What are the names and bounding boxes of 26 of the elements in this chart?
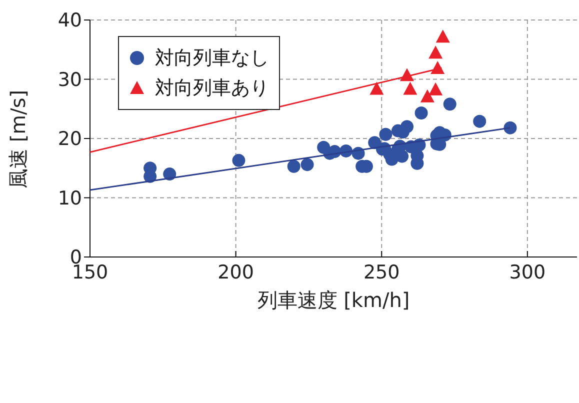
point [504, 121, 517, 134]
point [473, 114, 486, 128]
y-tick-label: 40 [58, 10, 82, 32]
point [420, 89, 434, 102]
point [414, 106, 428, 120]
point [287, 160, 300, 173]
y-tick-label: 10 [58, 187, 82, 210]
point [300, 158, 314, 172]
point [370, 82, 384, 95]
x-axis-title: 列車速度 [km/h] [257, 288, 410, 312]
x-tick-label: 300 [509, 261, 546, 284]
x-tick-label: 250 [363, 261, 400, 284]
y-axis-title: 風速 [m/s] [6, 90, 30, 188]
legend-label: 対向列車なし [155, 46, 269, 71]
x-tick-label: 200 [218, 261, 254, 284]
point [428, 46, 443, 59]
legend-label: 対向列車あり [155, 76, 269, 101]
point [403, 82, 418, 95]
point [428, 82, 443, 96]
y-tick-label: 20 [58, 128, 82, 150]
point [400, 120, 414, 134]
point [436, 30, 450, 43]
y-tick-label: 30 [58, 68, 82, 91]
point [379, 128, 392, 141]
point [232, 154, 246, 167]
point [443, 98, 456, 111]
